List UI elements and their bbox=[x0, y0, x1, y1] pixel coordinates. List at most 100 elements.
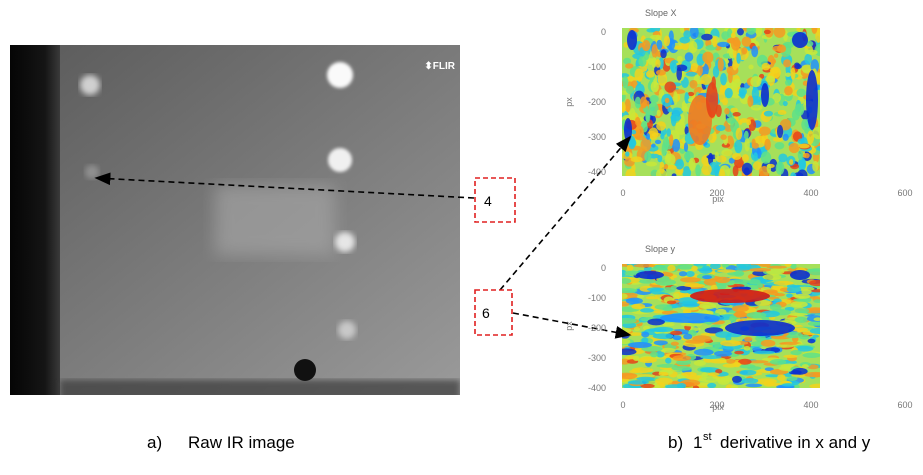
heatmap-cell bbox=[622, 73, 630, 78]
heatmap-cell bbox=[774, 142, 785, 150]
caption-label: a) bbox=[147, 433, 162, 452]
heatmap-cell bbox=[794, 308, 810, 314]
heatmap-cell bbox=[730, 385, 739, 388]
heatmap-cell bbox=[807, 130, 815, 145]
heatmap-cell bbox=[663, 35, 671, 47]
heatmap-cell bbox=[772, 45, 783, 52]
heatmap-cell bbox=[762, 289, 778, 294]
heatmap-cell bbox=[689, 28, 699, 39]
heatmap-cell bbox=[812, 334, 820, 338]
heatmap-cell bbox=[656, 109, 661, 117]
heatmap-cell bbox=[794, 345, 814, 352]
heatmap-cell bbox=[760, 339, 776, 347]
heatmap-cell bbox=[732, 165, 739, 176]
heatmap-cell bbox=[806, 49, 818, 55]
heatmap-cell bbox=[662, 306, 674, 312]
heatmap-cell bbox=[721, 31, 730, 40]
y-axis-label: px bbox=[564, 321, 574, 331]
heatmap-cell bbox=[815, 29, 820, 43]
heatmap-cell bbox=[773, 28, 786, 38]
heatmap-cell bbox=[790, 264, 797, 270]
y-tick-label: -300 bbox=[588, 132, 606, 142]
heatmap-cell bbox=[693, 360, 706, 366]
heatmap-cell bbox=[650, 81, 659, 93]
heatmap-cell bbox=[667, 107, 673, 113]
heatmap-cell bbox=[664, 81, 677, 93]
heatmap-cell bbox=[660, 287, 676, 293]
heatmap-cell bbox=[783, 59, 791, 68]
heatmap-cell bbox=[814, 43, 820, 57]
heatmap-cell bbox=[758, 264, 771, 267]
heatmap-cell bbox=[736, 264, 752, 269]
heatmap-cell bbox=[707, 382, 717, 388]
heatmap-cell bbox=[722, 97, 729, 106]
heatmap-cell bbox=[650, 267, 669, 271]
heatmap-cell bbox=[773, 280, 794, 286]
heatmap-cell bbox=[624, 270, 640, 276]
heatmap-cell bbox=[626, 75, 638, 82]
heatmap-cell bbox=[743, 130, 749, 140]
heatmap-cell bbox=[681, 302, 700, 308]
heatmap-cell bbox=[746, 311, 767, 319]
heatmap-cell bbox=[695, 164, 701, 176]
heatmap-cell bbox=[753, 350, 776, 355]
heatmap-cell bbox=[778, 153, 788, 163]
caption-label: b) bbox=[668, 433, 683, 452]
heatmap-cell bbox=[790, 370, 802, 375]
x-tick-label: 600 bbox=[897, 188, 912, 198]
heatmap-cell bbox=[672, 355, 692, 362]
caption-superscript: st bbox=[703, 431, 712, 443]
heatmap-cell bbox=[645, 70, 655, 78]
x-tick-label: 0 bbox=[620, 400, 625, 410]
heatmap-cell bbox=[786, 293, 793, 298]
heatmap-cell bbox=[801, 364, 809, 369]
heatmap-cell bbox=[708, 152, 714, 166]
heatmap-cell bbox=[656, 121, 667, 131]
heatmap-cell bbox=[743, 345, 751, 351]
heatmap-cell bbox=[739, 118, 749, 123]
heatmap-cell bbox=[755, 378, 777, 385]
heatmap-cell bbox=[678, 271, 688, 277]
heatmap-cell bbox=[728, 157, 735, 164]
callout-label: 4 bbox=[484, 193, 492, 209]
heatmap-cell bbox=[688, 157, 696, 172]
heatmap-cell bbox=[646, 28, 656, 33]
heatmap-cell bbox=[677, 297, 699, 305]
heatmap-cell bbox=[657, 154, 663, 163]
heatmap-cell bbox=[731, 375, 742, 383]
heatmap-cell bbox=[798, 334, 810, 340]
heatmap-cell bbox=[630, 156, 643, 163]
heatmap-blob bbox=[636, 271, 664, 279]
heatmap-cell bbox=[700, 355, 722, 360]
x-axis-label: pix bbox=[712, 194, 724, 204]
heatmap-cell bbox=[775, 161, 785, 175]
heatmap-cell bbox=[720, 134, 727, 140]
heatmap-cell bbox=[762, 273, 782, 281]
heatmap-cell bbox=[656, 39, 663, 50]
heatmap-cell bbox=[631, 129, 637, 135]
heatmap-cell bbox=[658, 371, 669, 376]
heatmap-cell bbox=[776, 124, 784, 139]
heatmap-cell bbox=[730, 36, 741, 51]
heatmap-cell bbox=[632, 355, 640, 362]
heatmap-cell bbox=[659, 161, 665, 174]
heatmap-cell bbox=[764, 138, 771, 151]
heatmap-cell bbox=[797, 138, 805, 145]
heatmap-cell bbox=[664, 153, 676, 166]
heatmap-cell bbox=[812, 372, 820, 378]
heatmap-cell bbox=[702, 275, 712, 280]
heatmap-cell bbox=[622, 338, 631, 345]
heatmap-cell bbox=[681, 371, 697, 377]
heatmap-cell bbox=[812, 126, 820, 140]
heatmap-cell bbox=[730, 279, 751, 284]
heatmap-cell bbox=[653, 340, 668, 346]
heatmap-cell bbox=[763, 110, 774, 117]
heatmap-cell bbox=[812, 160, 819, 172]
heatmap-cell bbox=[688, 40, 698, 54]
heatmap-cell bbox=[794, 316, 809, 323]
heatmap-cell bbox=[680, 322, 703, 327]
heatmap-cell bbox=[648, 102, 659, 117]
heatmap-cell bbox=[660, 347, 676, 353]
heatmap-cell bbox=[810, 59, 820, 73]
